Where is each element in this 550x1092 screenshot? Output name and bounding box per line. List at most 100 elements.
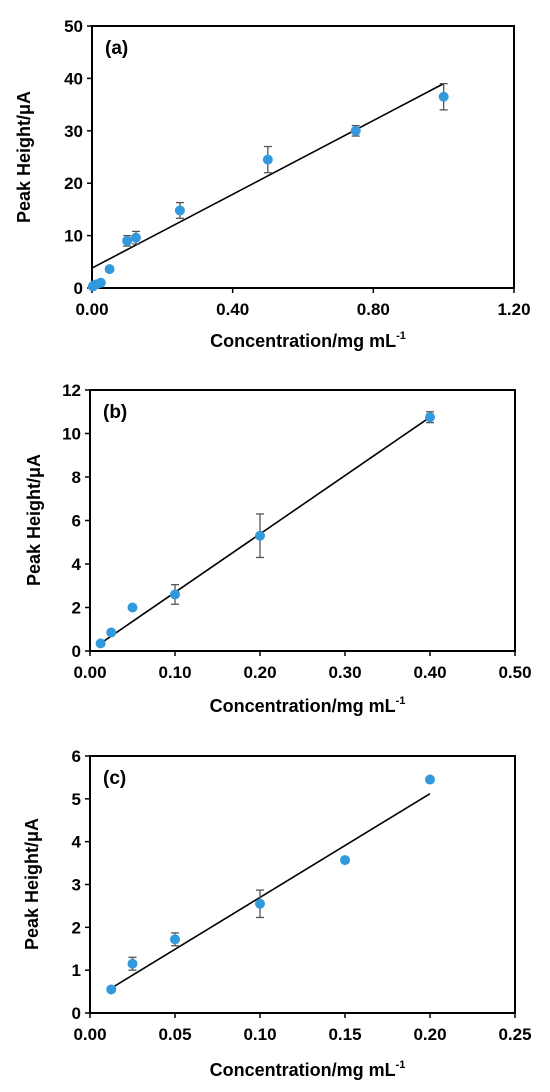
y-tick-label: 0 bbox=[74, 279, 83, 298]
fit-line bbox=[100, 416, 431, 645]
x-axis-title-superscript: -1 bbox=[396, 1059, 406, 1071]
plot-frame bbox=[89, 389, 516, 652]
y-axis-title: Peak Height/μA bbox=[24, 454, 44, 586]
data-point bbox=[255, 513, 265, 559]
y-tick-label: 3 bbox=[72, 876, 81, 895]
x-tick-label: 0.00 bbox=[75, 300, 108, 319]
y-tick-label: 12 bbox=[62, 381, 81, 400]
data-marker bbox=[106, 984, 117, 995]
data-marker bbox=[438, 91, 449, 102]
panel-label: (b) bbox=[103, 402, 127, 423]
data-point bbox=[350, 124, 361, 137]
data-point bbox=[127, 956, 138, 971]
x-axis-title-text: Concentration/mg mL bbox=[210, 696, 396, 716]
x-tick-label: 0.40 bbox=[413, 663, 446, 682]
x-tick-label: 0.20 bbox=[243, 663, 276, 682]
x-tick-label: 0.15 bbox=[328, 1025, 361, 1044]
y-axis-title: Peak Height/μA bbox=[22, 818, 42, 950]
x-tick-label: 0.20 bbox=[413, 1025, 446, 1044]
data-point bbox=[170, 584, 180, 605]
y-tick-label: 6 bbox=[72, 512, 81, 531]
data-marker bbox=[95, 277, 106, 288]
x-tick-label: 0.00 bbox=[73, 663, 106, 682]
y-tick-label: 8 bbox=[72, 468, 81, 487]
chart-panel-1: 0.00 0.40 0.80 1.20 0 10 20 30 40 50 (a) Concentrat… bbox=[14, 17, 531, 351]
data-marker bbox=[340, 855, 350, 866]
data-marker bbox=[255, 530, 265, 541]
y-tick-label: 50 bbox=[64, 17, 83, 36]
y-tick-label: 6 bbox=[72, 747, 81, 766]
data-marker bbox=[106, 627, 117, 638]
data-point bbox=[170, 932, 180, 947]
x-tick-label: 0.10 bbox=[243, 1025, 276, 1044]
panel-label: (c) bbox=[103, 768, 126, 789]
y-tick-label: 2 bbox=[72, 599, 81, 618]
data-marker bbox=[95, 638, 106, 649]
x-tick-label: 0.30 bbox=[328, 663, 361, 682]
y-tick-label: 20 bbox=[64, 174, 83, 193]
data-marker bbox=[174, 205, 185, 216]
data-point bbox=[130, 230, 141, 245]
data-marker bbox=[130, 232, 141, 243]
data-marker bbox=[122, 235, 133, 246]
y-tick-label: 1 bbox=[72, 961, 81, 980]
x-axis-title-text: Concentration/mg mL bbox=[210, 331, 396, 351]
x-tick-label: 0.50 bbox=[498, 663, 531, 682]
data-marker bbox=[425, 412, 435, 423]
data-marker bbox=[170, 934, 180, 945]
data-point bbox=[425, 774, 435, 785]
x-tick-label: 0.00 bbox=[73, 1025, 106, 1044]
data-marker bbox=[350, 125, 361, 136]
plot-frame bbox=[91, 25, 515, 289]
x-axis-title: Concentration/mg mL-1 bbox=[210, 695, 406, 716]
y-tick-label: 5 bbox=[72, 790, 81, 809]
x-tick-label: 0.40 bbox=[216, 300, 249, 319]
x-axis-title-text: Concentration/mg mL bbox=[210, 1060, 396, 1080]
data-marker bbox=[104, 264, 115, 275]
data-marker bbox=[127, 602, 138, 613]
data-point bbox=[425, 411, 435, 424]
x-tick-label: 0.25 bbox=[498, 1025, 531, 1044]
data-point bbox=[122, 234, 133, 247]
data-point bbox=[127, 602, 138, 613]
panel-label: (a) bbox=[105, 38, 128, 59]
data-marker bbox=[425, 774, 435, 785]
x-axis-title-superscript: -1 bbox=[396, 330, 406, 342]
fit-line bbox=[91, 82, 445, 269]
x-tick-label: 0.80 bbox=[357, 300, 390, 319]
chart-panel-3: 0.00 0.05 0.10 0.15 0.20 0.25 0 1 2 3 4 5 6 (c) Concen… bbox=[22, 747, 532, 1080]
data-point bbox=[340, 855, 350, 866]
x-axis-title: Concentration/mg mL-1 bbox=[210, 330, 406, 351]
data-marker bbox=[255, 898, 265, 909]
data-marker bbox=[170, 589, 180, 600]
data-marker bbox=[262, 154, 273, 165]
y-tick-label: 4 bbox=[72, 833, 82, 852]
data-point bbox=[438, 82, 449, 111]
x-tick-label: 0.10 bbox=[158, 663, 191, 682]
data-point bbox=[174, 201, 185, 219]
data-point bbox=[255, 889, 265, 919]
y-tick-label: 10 bbox=[64, 227, 83, 246]
x-tick-label: 1.20 bbox=[497, 300, 530, 319]
fit-line bbox=[110, 793, 431, 989]
y-tick-label: 4 bbox=[72, 555, 82, 574]
data-point bbox=[95, 638, 106, 649]
y-tick-label: 0 bbox=[72, 1004, 81, 1023]
data-point bbox=[104, 264, 115, 275]
data-point bbox=[106, 984, 117, 995]
x-axis-title-superscript: -1 bbox=[396, 695, 406, 707]
y-tick-label: 40 bbox=[64, 69, 83, 88]
plot-frame bbox=[89, 755, 516, 1014]
y-tick-label: 0 bbox=[72, 642, 81, 661]
data-marker bbox=[127, 958, 138, 969]
data-point bbox=[106, 627, 117, 638]
y-tick-label: 2 bbox=[72, 918, 81, 937]
y-tick-label: 10 bbox=[62, 425, 81, 444]
y-tick-label: 30 bbox=[64, 122, 83, 141]
y-axis-title: Peak Height/μA bbox=[14, 91, 34, 223]
x-tick-label: 0.05 bbox=[158, 1025, 191, 1044]
data-point bbox=[262, 145, 273, 174]
chart-panel-2: 0.00 0.10 0.20 0.30 0.40 0.50 0 2 4 6 8 10 12 (b) Conc… bbox=[24, 381, 532, 716]
x-axis-title: Concentration/mg mL-1 bbox=[210, 1059, 406, 1080]
